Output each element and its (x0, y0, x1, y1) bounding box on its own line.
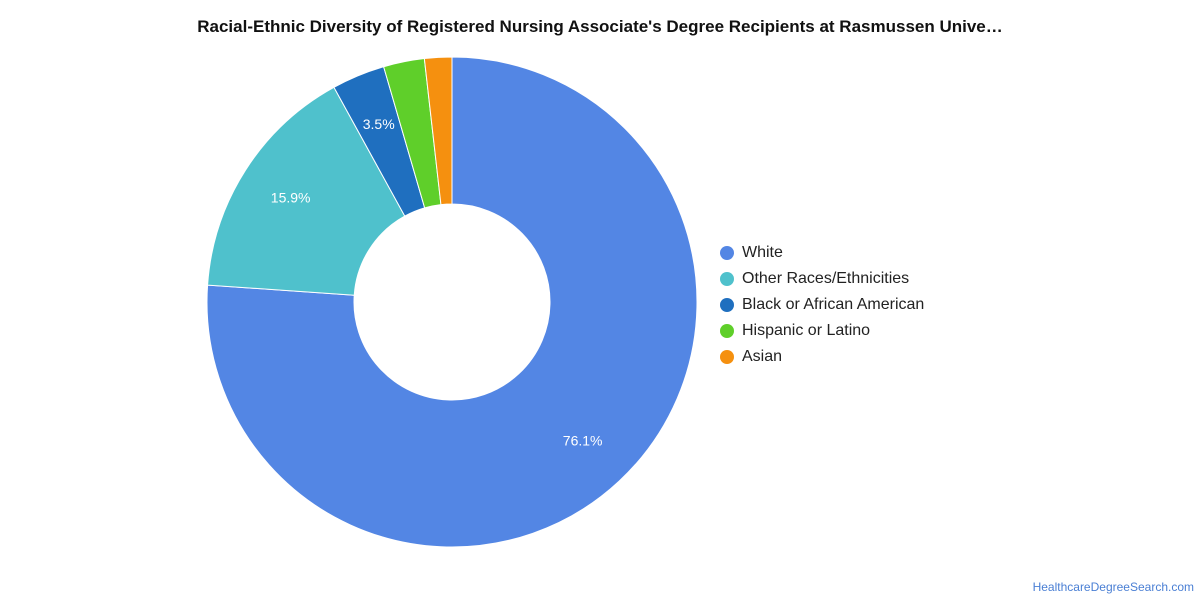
legend-label: Hispanic or Latino (742, 322, 871, 339)
slice-asian[interactable] (423, 56, 453, 206)
slice-other-races-ethnicities[interactable] (207, 86, 406, 296)
donut-chart: 76.1% 15.9% 3.5% (206, 56, 698, 548)
legend-swatch (720, 246, 734, 260)
legend-label: White (742, 244, 783, 261)
slices-group (206, 56, 698, 548)
slice-label-black-or-african-american: 3.5% (363, 116, 395, 132)
legend-swatch (720, 324, 734, 338)
legend-label: Black or African American (742, 296, 925, 313)
legend-item-hispanic-or-latino[interactable]: Hispanic or Latino (720, 318, 924, 344)
chart-legend: White Other Races/Ethnicities Black or Afr… (720, 240, 924, 370)
legend-swatch (720, 298, 734, 312)
legend-swatch (720, 272, 734, 286)
source-credit-link[interactable]: HealthcareDegreeSearch.com (1032, 580, 1194, 594)
legend-item-black-or-african-american[interactable]: Black or African American (720, 292, 924, 318)
legend-swatch (720, 350, 734, 364)
slice-label-white: 76.1% (563, 433, 603, 449)
chart-title: Racial-Ethnic Diversity of Registered Nu… (197, 17, 1003, 36)
slice-label-other-races-ethnicities: 15.9% (271, 190, 311, 206)
legend-item-asian[interactable]: Asian (720, 344, 924, 370)
slice-labels-group: 76.1% 15.9% 3.5% (271, 116, 603, 449)
legend-label: Asian (742, 348, 783, 365)
slice-white[interactable] (206, 56, 698, 548)
legend-item-other-races-ethnicities[interactable]: Other Races/Ethnicities (720, 266, 924, 292)
legend-label: Other Races/Ethnicities (742, 270, 910, 287)
legend-item-white[interactable]: White (720, 240, 924, 266)
